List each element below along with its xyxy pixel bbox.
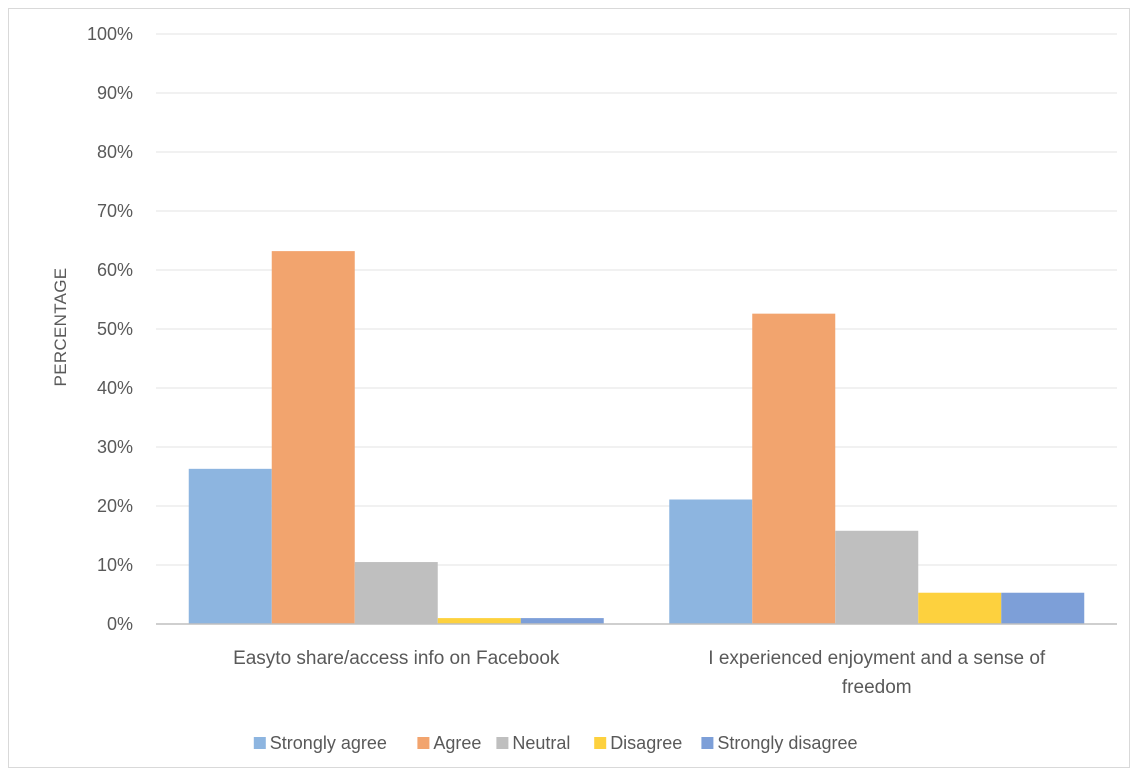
y-tick-label: 30% xyxy=(97,437,133,457)
x-category-label: I experienced enjoyment and a sense of xyxy=(708,648,1046,669)
x-axis-categories: Easyto share/access info on Facebook I ex… xyxy=(233,648,1046,698)
legend-swatch xyxy=(496,737,509,749)
y-tick-label: 90% xyxy=(97,83,133,103)
legend-label: Neutral xyxy=(512,733,570,753)
bar-strongly-agree xyxy=(669,499,753,624)
y-axis-title: PERCENTAGE xyxy=(51,268,70,387)
y-tick-label: 50% xyxy=(97,319,133,339)
legend-label: Agree xyxy=(433,733,481,753)
legend: Strongly agree Agree Neutral Disagree Strong… xyxy=(253,733,857,753)
legend-swatch xyxy=(701,737,714,749)
legend-swatch xyxy=(417,737,430,749)
y-tick-label: 10% xyxy=(97,555,133,575)
x-category-label: Easyto share/access info on Facebook xyxy=(233,648,560,669)
bar-agree xyxy=(271,251,355,624)
bar-neutral xyxy=(835,530,919,624)
legend-label: Strongly disagree xyxy=(717,733,857,753)
bar-agree xyxy=(752,313,836,624)
y-tick-label: 20% xyxy=(97,496,133,516)
x-category-label: freedom xyxy=(842,677,912,698)
y-tick-label: 0% xyxy=(107,614,133,634)
bars xyxy=(188,251,1085,624)
y-tick-label: 60% xyxy=(97,260,133,280)
y-tick-label: 100% xyxy=(87,24,133,44)
bar-disagree xyxy=(918,592,1002,624)
legend-label: Strongly agree xyxy=(270,733,387,753)
bar-disagree xyxy=(437,618,521,624)
legend-label: Disagree xyxy=(610,733,682,753)
bar-strongly-agree xyxy=(188,468,272,624)
y-axis-ticks: 0% 10% 20% 30% 40% 50% 60% 70% 80% 90% 100% xyxy=(87,24,133,634)
y-tick-label: 80% xyxy=(97,142,133,162)
y-tick-label: 70% xyxy=(97,201,133,221)
bar-strongly-disagree xyxy=(520,618,604,624)
y-tick-label: 40% xyxy=(97,378,133,398)
bar-strongly-disagree xyxy=(1001,592,1085,624)
bar-neutral xyxy=(354,562,438,624)
legend-swatch xyxy=(594,737,607,749)
legend-swatch xyxy=(253,737,266,749)
